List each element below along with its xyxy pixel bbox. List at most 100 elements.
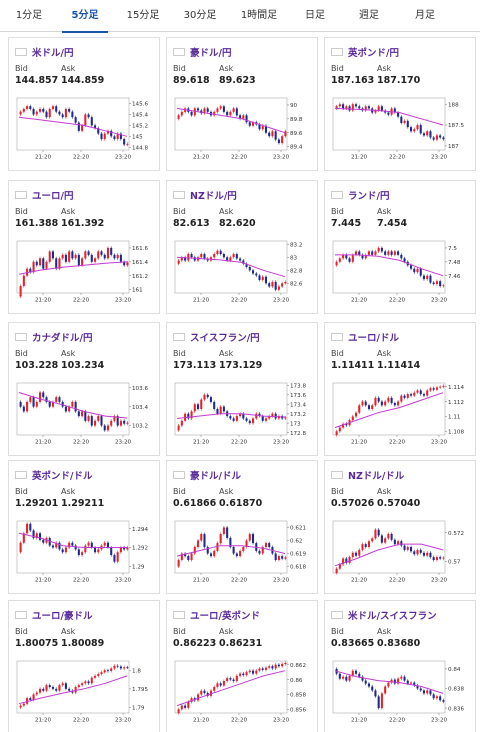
rate-card[interactable]: 米ドル/スイスフラン Bid Ask 0.83665 0.83680 0.84 0.838 0…	[324, 600, 476, 732]
candle-body	[429, 131, 432, 138]
ask-value: 0.86231	[219, 638, 263, 649]
tab-2[interactable]: 5分足	[59, 0, 111, 33]
x-tick-label: 23:20	[273, 578, 290, 584]
candle-body	[409, 265, 413, 269]
ask-value: 89.623	[219, 75, 256, 86]
rate-card[interactable]: カナダドル/円 Bid Ask 103.228 103.234 103.6 103.4 103…	[8, 322, 160, 456]
candle-body	[406, 680, 409, 684]
candle-body	[377, 696, 380, 709]
rate-card[interactable]: ランド/円 Bid Ask 7.445 7.454 7.5 7.48 7.46 21:20 22:…	[324, 180, 476, 314]
pair-link[interactable]: スイスフラン/円	[173, 331, 260, 344]
candle-body	[55, 106, 58, 112]
rate-card[interactable]: 米ドル/円 Bid Ask 144.857 144.859 145.6 145.4 145.2…	[8, 37, 160, 171]
candle-body	[55, 397, 58, 402]
candle-body	[97, 251, 100, 259]
pair-link[interactable]: NZドル/円	[173, 189, 237, 202]
candlestick-chart[interactable]: 0.621 0.62 0.619 0.618 21:20 22:20 23:20	[173, 519, 315, 591]
candle-body	[364, 680, 367, 684]
candlestick-chart[interactable]: 1.114 1.112 1.11 1.108 21:20 22:20 23:20	[331, 381, 473, 453]
rate-card[interactable]: ユーロ/英ポンド Bid Ask 0.86223 0.86231 0.862 0.86 0.8…	[166, 600, 318, 732]
candlestick-chart[interactable]: 0.572 0.57 21:20 22:20 23:20	[331, 519, 473, 591]
tab-7[interactable]: 週足	[359, 10, 379, 21]
x-tick-label: 23:20	[115, 155, 132, 161]
candle-body	[38, 108, 42, 112]
candle-body	[338, 427, 341, 432]
candlestick-chart[interactable]: 0.84 0.838 0.836 21:20 22:20 23:20	[331, 659, 473, 731]
candlestick-chart[interactable]: 1.8 1.795 1.79 21:20 22:20 23:20	[15, 659, 157, 731]
rate-card[interactable]: 英ポンド/円 Bid Ask 187.163 187.170 188 187.5 187 21:…	[324, 37, 476, 171]
candle-body	[206, 394, 209, 398]
candlestick-chart[interactable]: 7.5 7.48 7.46 21:20 22:20 23:20	[331, 239, 473, 311]
tab-1[interactable]: 1分足	[15, 10, 43, 21]
candle-body	[384, 538, 387, 543]
tab-6[interactable]: 日足	[305, 10, 325, 21]
candlestick-chart[interactable]: 188 187.5 187 21:20 22:20 23:20	[331, 96, 473, 168]
candlestick-chart[interactable]: 90 89.8 89.6 89.4 21:20 22:20 23:20	[173, 96, 315, 168]
candle-body	[35, 533, 38, 539]
rate-card[interactable]: 英ポンド/ドル Bid Ask 1.29201 1.29211 1.294 1.292 1.2…	[8, 460, 160, 594]
x-tick-label: 22:20	[389, 440, 406, 446]
candle-body	[29, 397, 32, 402]
rate-card[interactable]: ユーロ/円 Bid Ask 161.388 161.392 161.6 161.4 161.2…	[8, 180, 160, 314]
y-tick-label: 145	[132, 135, 143, 141]
pair-link[interactable]: NZドル/ドル	[331, 469, 404, 482]
candle-body	[177, 709, 180, 713]
candle-body	[354, 104, 358, 107]
tab-8[interactable]: 月足	[415, 10, 435, 21]
rate-card[interactable]: スイスフラン/円 Bid Ask 173.113 173.129 173.8 173.6 17…	[166, 322, 318, 456]
pair-link[interactable]: 米ドル/スイスフラン	[331, 609, 437, 622]
bid-label: Bid	[15, 349, 28, 358]
candle-body	[74, 545, 77, 550]
candle-body	[439, 281, 442, 287]
rate-card[interactable]: NZドル/ドル Bid Ask 0.57026 0.57040 0.572 0.57 21:2…	[324, 460, 476, 594]
tab-3[interactable]: 15分足	[126, 10, 160, 21]
pair-link[interactable]: ランド/円	[331, 189, 389, 202]
flag-ch-icon	[173, 333, 185, 341]
tab-5[interactable]: 1時間足	[240, 10, 278, 21]
candle-body	[90, 254, 93, 262]
candlestick-chart[interactable]: 1.294 1.292 1.29 21:20 22:20 23:20	[15, 519, 157, 591]
pair-name: 英ポンド/ドル	[32, 471, 93, 482]
pair-link[interactable]: ユーロ/円	[15, 189, 73, 202]
rate-card[interactable]: 豪ドル/円 Bid Ask 89.618 89.623 90 89.8 89.6 89.4 21:…	[166, 37, 318, 171]
y-tick-label: 1.112	[448, 400, 464, 406]
bid-value: 173.113	[173, 360, 217, 371]
candle-body	[97, 416, 100, 421]
y-tick-label: 145.6	[132, 102, 148, 108]
ask-label: Ask	[61, 627, 76, 636]
flag-au-icon	[173, 48, 185, 56]
candlestick-chart[interactable]: 83.2 83 82.8 82.6 21:20 22:20 23:20	[173, 239, 315, 311]
candlestick-chart[interactable]: 173.8 173.6 173.4 173.2 173 172.8 21:20 22:20 23…	[173, 381, 315, 453]
pair-link[interactable]: 英ポンド/ドル	[15, 469, 93, 482]
pair-link[interactable]: 英ポンド/円	[331, 46, 399, 59]
candle-body	[77, 411, 80, 417]
x-tick-label: 23:20	[273, 155, 290, 161]
pair-link[interactable]: ユーロ/ドル	[331, 331, 399, 344]
candle-body	[281, 663, 284, 667]
candle-body	[361, 676, 364, 681]
candle-body	[229, 678, 232, 680]
moving-average-line	[334, 543, 444, 567]
candle-body	[409, 682, 413, 684]
ask-value: 0.61870	[219, 498, 263, 509]
y-tick-label: 0.86	[290, 678, 303, 684]
x-tick-label: 21:20	[35, 155, 52, 161]
x-tick-label: 23:20	[115, 718, 132, 724]
candlestick-chart[interactable]: 103.6 103.4 103.2 21:20 22:20 23:20	[15, 381, 157, 453]
candlestick-chart[interactable]: 0.862 0.86 0.858 0.856 21:20 22:20 23:20	[173, 659, 315, 731]
candlestick-chart[interactable]: 145.6 145.4 145.2 145 144.8 21:20 22:20 23:20	[15, 96, 157, 168]
pair-link[interactable]: 豪ドル/円	[173, 46, 231, 59]
candle-body	[226, 257, 229, 261]
pair-link[interactable]: 豪ドル/ドル	[173, 469, 241, 482]
pair-link[interactable]: カナダドル/円	[15, 331, 92, 344]
pair-link[interactable]: ユーロ/豪ドル	[15, 609, 92, 622]
rate-card[interactable]: ユーロ/ドル Bid Ask 1.11411 1.11414 1.114 1.112 1.11…	[324, 322, 476, 456]
rate-card[interactable]: 豪ドル/ドル Bid Ask 0.61866 0.61870 0.621 0.62 0.619…	[166, 460, 318, 594]
candlestick-chart[interactable]: 161.6 161.4 161.2 161 21:20 22:20 23:20	[15, 239, 157, 311]
candle-body	[264, 543, 268, 547]
pair-link[interactable]: ユーロ/英ポンド	[173, 609, 260, 622]
rate-card[interactable]: ユーロ/豪ドル Bid Ask 1.80075 1.80089 1.8 1.795 1.79 2…	[8, 600, 160, 732]
tab-4[interactable]: 30分足	[183, 10, 217, 21]
rate-card[interactable]: NZドル/円 Bid Ask 82.613 82.620 83.2 83 82.8 82.6 21…	[166, 180, 318, 314]
pair-link[interactable]: 米ドル/円	[15, 46, 73, 59]
